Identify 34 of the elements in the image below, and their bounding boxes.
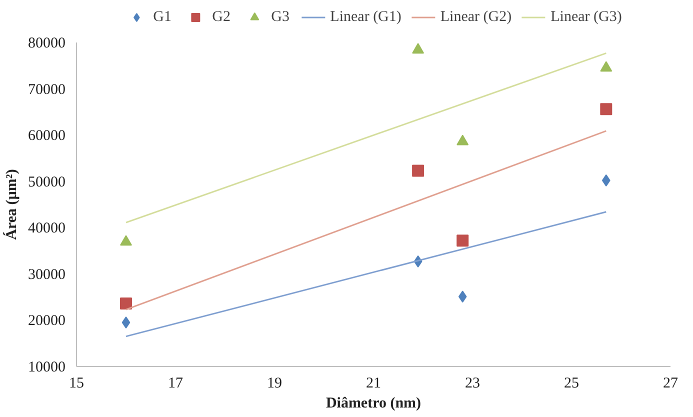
y-tick-label: 50000 — [28, 174, 66, 190]
point — [456, 134, 469, 146]
point — [120, 298, 132, 310]
point — [600, 103, 612, 116]
x-tick-label: 17 — [168, 376, 184, 392]
x-tick-label: 19 — [267, 376, 282, 392]
x-tick-label: 15 — [69, 376, 84, 392]
point — [122, 316, 130, 329]
point — [120, 235, 132, 246]
legend-label: G2 — [212, 8, 232, 26]
legend-label: Linear (G3) — [550, 8, 622, 26]
y-tick-label: 10000 — [28, 360, 66, 376]
point — [600, 61, 612, 72]
y-tick-label: 60000 — [28, 128, 66, 144]
legend-label: G3 — [271, 8, 291, 26]
point — [412, 43, 424, 54]
x-tick-label: 23 — [465, 376, 480, 392]
x-tick-label: 25 — [564, 376, 579, 392]
y-tick-label: 70000 — [28, 82, 66, 98]
x-axis-title: Diâmetro (nm) — [326, 396, 422, 412]
legend-label: Linear (G1) — [330, 8, 402, 26]
point — [458, 290, 467, 303]
y-tick-label: 80000 — [28, 36, 66, 52]
y-tick-label: 40000 — [28, 220, 66, 237]
x-tick-label: 21 — [366, 376, 381, 392]
legend-label: G1 — [153, 8, 173, 26]
legend-label: Linear (G2) — [440, 8, 512, 26]
y-axis-title: Área (µm²) — [3, 169, 20, 240]
point — [456, 234, 469, 247]
y-tick-label: 30000 — [28, 266, 66, 283]
y-tick-label: 20000 — [28, 313, 66, 330]
x-tick-label: 27 — [663, 376, 678, 392]
point — [602, 174, 610, 186]
point — [412, 164, 424, 177]
